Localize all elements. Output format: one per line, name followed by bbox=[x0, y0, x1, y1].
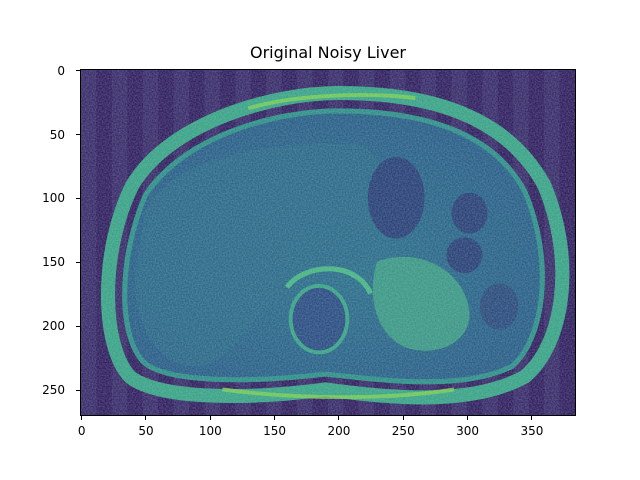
noise-overlay bbox=[81, 70, 575, 415]
y-tick bbox=[76, 389, 80, 391]
x-tick-label: 50 bbox=[138, 424, 154, 438]
y-tick bbox=[76, 197, 80, 199]
y-tick bbox=[76, 134, 80, 136]
x-tick-label: 100 bbox=[198, 424, 222, 438]
x-tick-label: 200 bbox=[327, 424, 351, 438]
x-tick bbox=[467, 416, 469, 420]
x-tick bbox=[338, 416, 340, 420]
y-tick bbox=[76, 325, 80, 327]
y-tick-label: 200 bbox=[42, 319, 65, 334]
y-tick-label: 250 bbox=[42, 383, 65, 398]
y-tick bbox=[76, 261, 80, 263]
mri-liver-image bbox=[81, 70, 575, 415]
x-tick-label: 0 bbox=[77, 424, 86, 438]
x-tick-label: 350 bbox=[520, 424, 544, 438]
y-tick-label: 150 bbox=[42, 255, 65, 270]
x-tick bbox=[274, 416, 276, 420]
y-tick-label: 0 bbox=[57, 63, 65, 78]
y-tick-label: 100 bbox=[42, 191, 65, 206]
x-tick bbox=[209, 416, 211, 420]
y-tick bbox=[76, 70, 80, 72]
x-tick bbox=[402, 416, 404, 420]
x-tick bbox=[531, 416, 533, 420]
x-tick bbox=[81, 416, 83, 420]
x-tick bbox=[145, 416, 147, 420]
plot-title: Original Noisy Liver bbox=[249, 43, 407, 62]
y-tick-label: 50 bbox=[49, 127, 65, 142]
image-axes bbox=[80, 69, 576, 416]
x-tick-label: 300 bbox=[456, 424, 480, 438]
x-tick-label: 150 bbox=[263, 424, 287, 438]
x-tick-label: 250 bbox=[391, 424, 415, 438]
